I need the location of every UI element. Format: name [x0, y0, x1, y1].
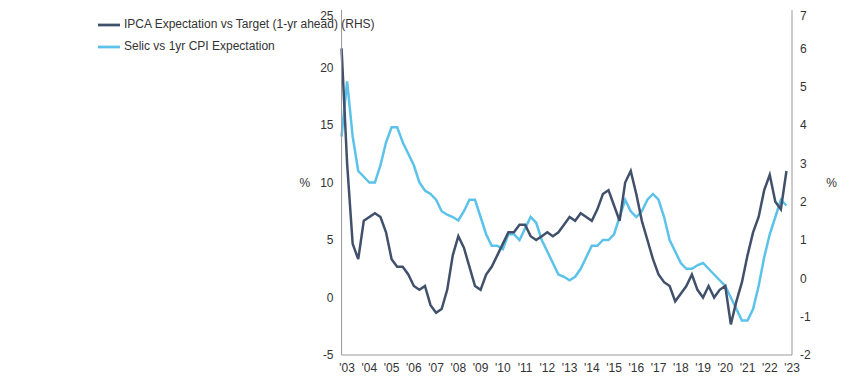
svg-text:'16: '16 — [628, 361, 644, 375]
svg-text:'17: '17 — [651, 361, 667, 375]
svg-text:3: 3 — [800, 157, 807, 171]
svg-text:'12: '12 — [539, 361, 555, 375]
svg-text:5: 5 — [800, 80, 807, 94]
svg-text:10: 10 — [320, 176, 334, 190]
svg-text:0: 0 — [800, 272, 807, 286]
svg-text:7: 7 — [800, 9, 807, 23]
svg-text:-1: -1 — [800, 310, 811, 324]
svg-text:'10: '10 — [495, 361, 511, 375]
svg-text:'03: '03 — [339, 361, 355, 375]
svg-text:'09: '09 — [473, 361, 489, 375]
svg-text:2: 2 — [800, 195, 807, 209]
svg-text:'18: '18 — [673, 361, 689, 375]
svg-text:'07: '07 — [428, 361, 444, 375]
svg-text:0: 0 — [327, 291, 334, 305]
svg-text:'22: '22 — [762, 361, 778, 375]
svg-text:'21: '21 — [740, 361, 756, 375]
svg-text:'14: '14 — [584, 361, 600, 375]
svg-text:4: 4 — [800, 118, 807, 132]
svg-text:'20: '20 — [717, 361, 733, 375]
svg-text:-5: -5 — [323, 348, 334, 362]
svg-text:'13: '13 — [562, 361, 578, 375]
svg-text:'06: '06 — [406, 361, 422, 375]
svg-text:5: 5 — [327, 233, 334, 247]
svg-text:15: 15 — [320, 118, 334, 132]
svg-text:1: 1 — [800, 233, 807, 247]
svg-text:'19: '19 — [695, 361, 711, 375]
svg-text:-2: -2 — [800, 348, 811, 362]
svg-text:'04: '04 — [362, 361, 378, 375]
svg-text:%: % — [300, 176, 311, 190]
svg-text:25: 25 — [320, 9, 334, 23]
svg-text:6: 6 — [800, 42, 807, 56]
svg-text:%: % — [826, 176, 837, 190]
svg-text:'08: '08 — [451, 361, 467, 375]
svg-text:20: 20 — [320, 61, 334, 75]
svg-text:'23: '23 — [784, 361, 800, 375]
svg-text:'11: '11 — [518, 361, 533, 375]
svg-text:'15: '15 — [606, 361, 622, 375]
svg-text:'05: '05 — [384, 361, 400, 375]
